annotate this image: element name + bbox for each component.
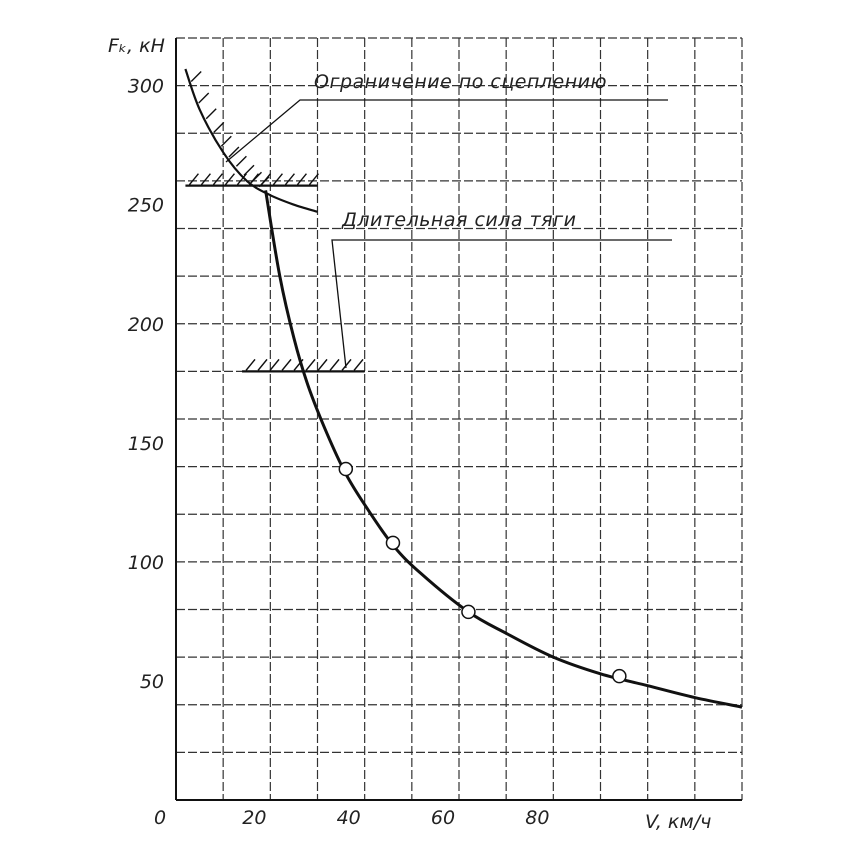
data-point-3 (461, 604, 476, 620)
grid (176, 37, 743, 800)
x-tick-label-40: 40 (337, 807, 361, 829)
x-tick-label-80: 80 (525, 807, 549, 829)
data-point-4 (612, 668, 627, 684)
y-tick-label-250: 250 (128, 195, 164, 217)
series-line-1 (184, 68, 318, 213)
markers (338, 461, 627, 684)
annotation-continuous-force: Длительная сила тяги (341, 209, 576, 231)
limit-hatching (185, 71, 365, 373)
data-point-1 (338, 461, 354, 477)
y-tick-label-150: 150 (128, 433, 164, 455)
y-tick-label-100: 100 (128, 552, 164, 574)
series-line-2 (264, 190, 743, 709)
x-axis-title: V, км/ч (645, 811, 711, 833)
y-tick-label-50: 50 (140, 671, 164, 693)
data-point-2 (385, 535, 401, 551)
y-axis-title: Fₖ, кН (108, 35, 165, 57)
y-tick-label-200: 200 (128, 314, 164, 336)
leader-continuous-force (331, 239, 672, 369)
annotation-leaders (225, 99, 672, 369)
x-tick-label-20: 20 (242, 807, 266, 829)
x-tick-label-60: 60 (431, 807, 455, 829)
annotation-adhesion-limit: Ограничение по сцеплению (314, 71, 607, 93)
x-tick-label-0: 0 (154, 807, 166, 829)
limit-hatch-2 (245, 358, 364, 371)
axes (175, 38, 742, 801)
leader-adhesion-limit (225, 99, 668, 163)
adhesion-hatch (190, 71, 270, 188)
labels: Fₖ, кН V, км/ч Ограничение по сцеплению … (108, 35, 711, 833)
y-tick-label-300: 300 (128, 76, 164, 98)
